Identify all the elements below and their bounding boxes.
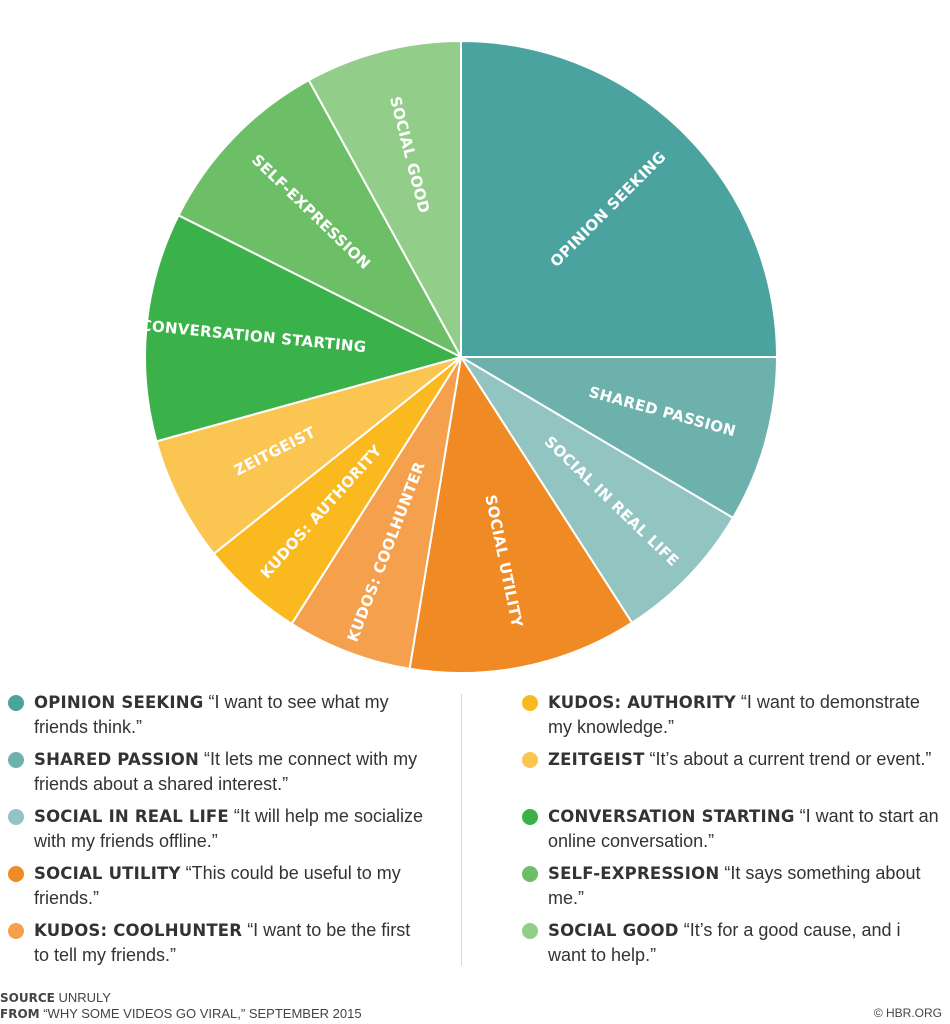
from-line: FROM “WHY SOME VIDEOS GO VIRAL,” SEPTEMB… [0, 1006, 362, 1022]
legend-name: ZEITGEIST [548, 750, 645, 769]
legend-quote: “I want to demonstrate my knowledge.” [548, 692, 920, 737]
pie-slice [144, 213, 464, 443]
legend-quote: “It says something about me.” [548, 863, 921, 908]
legend-name: OPINION SEEKING [34, 693, 204, 712]
footer: SOURCE UNRULY FROM “WHY SOME VIDEOS GO V… [0, 990, 362, 1022]
source-value: UNRULY [58, 990, 111, 1005]
legend-name: KUDOS: AUTHORITY [548, 693, 736, 712]
legend-item: KUDOS: COOLHUNTER “I want to be the firs… [8, 918, 428, 975]
legend-item: SOCIAL IN REAL LIFE “It will help me soc… [8, 804, 428, 861]
legend-name: SELF-EXPRESSION [548, 864, 720, 883]
legend-item: ZEITGEIST “It’s about a current trend or… [522, 747, 942, 804]
legend-dot [8, 809, 24, 825]
legend-dot [522, 923, 538, 939]
credit: © HBR.ORG [873, 1006, 942, 1020]
legend-quote: “This could be useful to my friends.” [34, 863, 401, 908]
legend-name: KUDOS: COOLHUNTER [34, 921, 243, 940]
legend-quote: “It’s for a good cause, and i want to he… [548, 920, 901, 965]
legend-left: OPINION SEEKING “I want to see what my f… [8, 690, 428, 975]
legend-item: KUDOS: AUTHORITY “I want to demonstrate … [522, 690, 942, 747]
pie-slice [460, 356, 735, 625]
legend-dot [522, 866, 538, 882]
source-line: SOURCE UNRULY [0, 990, 362, 1006]
legend-name: SOCIAL UTILITY [34, 864, 181, 883]
legend-right: KUDOS: AUTHORITY “I want to demonstrate … [522, 690, 942, 975]
pie-slice [408, 354, 634, 674]
pie-slice [307, 39, 462, 358]
legend-name: SHARED PASSION [34, 750, 200, 769]
legend-quote: “It lets me connect with my friends abou… [34, 749, 418, 794]
legend-item: SHARED PASSION “It lets me connect with … [8, 747, 428, 804]
legend-quote: “It will help me socialize with my frien… [34, 806, 423, 851]
legend-item: OPINION SEEKING “I want to see what my f… [8, 690, 428, 747]
legend-dot [8, 923, 24, 939]
legend-quote: “It’s about a current trend or event.” [649, 749, 932, 769]
legend-quote: “I want to be the first to tell my frien… [34, 920, 411, 965]
legend-item: SOCIAL GOOD “It’s for a good cause, and … [522, 918, 942, 975]
legend-dot [8, 752, 24, 768]
pie-slice [155, 356, 462, 556]
legend-divider [461, 694, 462, 966]
pie-slice [460, 39, 779, 358]
legend-item: SELF-EXPRESSION “It says something about… [522, 861, 942, 918]
legend-dot [522, 752, 538, 768]
pie-slice [457, 356, 779, 520]
pie-slice [177, 78, 464, 360]
from-value: “WHY SOME VIDEOS GO VIRAL,” SEPTEMBER 20… [43, 1006, 362, 1021]
legend-item: SOCIAL UTILITY “This could be useful to … [8, 861, 428, 918]
legend-item: CONVERSATION STARTING “I want to start a… [522, 804, 942, 861]
legend-quote: “I want to see what my friends think.” [34, 692, 389, 737]
pie-slice [290, 356, 462, 670]
source-label: SOURCE [0, 991, 55, 1005]
legend-dot [522, 809, 538, 825]
legend-name: SOCIAL IN REAL LIFE [34, 807, 229, 826]
legend-dot [8, 695, 24, 711]
from-label: FROM [0, 1007, 40, 1021]
legend-dot [522, 695, 538, 711]
legend-name: SOCIAL GOOD [548, 921, 679, 940]
legend-name: CONVERSATION STARTING [548, 807, 795, 826]
legend-dot [8, 866, 24, 882]
legend-quote: “I want to start an online conversation.… [548, 806, 939, 851]
